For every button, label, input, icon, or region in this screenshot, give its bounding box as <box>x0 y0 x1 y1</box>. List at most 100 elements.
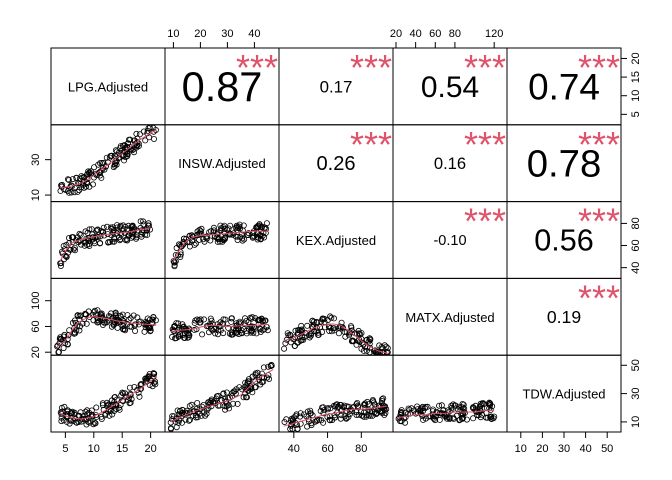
scatter-point <box>63 253 70 260</box>
scatter-point <box>445 414 452 421</box>
significance-stars-lpg-tdw: *** <box>578 47 620 88</box>
scatter-point <box>376 342 383 349</box>
tick-label-bottom-lpg: 10 <box>88 443 100 455</box>
scatter-point <box>208 325 215 332</box>
scatter-point <box>182 416 189 423</box>
tick-label-top-insw: 10 <box>167 28 179 40</box>
correlation-value-lpg-tdw: 0.74 <box>528 66 600 107</box>
smooth-curve-matx-vs-kex <box>283 323 389 354</box>
scatter-point <box>98 413 105 420</box>
scatter-point <box>314 416 321 423</box>
scatter-point <box>73 174 80 181</box>
scatter-point <box>262 229 269 236</box>
scatter-point <box>239 237 246 244</box>
scatter-point <box>126 384 133 391</box>
scatter-point <box>118 231 125 238</box>
scatter-point <box>254 317 261 324</box>
scatter-point <box>395 415 402 422</box>
scatter-point <box>448 402 455 409</box>
scatter-point <box>124 237 131 244</box>
scatter-point <box>234 400 241 407</box>
scatter-point <box>107 402 114 409</box>
scatter-point <box>245 378 252 385</box>
scatter-point <box>208 396 215 403</box>
scatter-tdw-vs-kex <box>281 395 390 432</box>
scatter-point <box>291 414 298 421</box>
scatter-point <box>260 364 267 371</box>
scatter-point <box>227 231 234 238</box>
scatter-point <box>127 392 134 399</box>
scatter-point <box>167 425 174 432</box>
scatter-point <box>211 325 218 332</box>
smooth-curve-tdw-vs-kex <box>283 405 387 427</box>
scatter-point <box>199 331 206 338</box>
scatter-point <box>82 228 89 235</box>
scatter-point <box>373 410 380 417</box>
tick-label-bottom-tdw: 20 <box>536 443 548 455</box>
scatter-point <box>140 218 147 225</box>
scatter-point <box>318 417 325 424</box>
scatter-point <box>120 390 127 397</box>
scatter-point <box>250 229 257 236</box>
scatter-point <box>69 176 76 183</box>
scatter-point <box>117 312 124 319</box>
scatter-point <box>249 314 256 321</box>
significance-stars-lpg-matx: *** <box>464 47 506 88</box>
scatter-point <box>343 415 350 422</box>
scatter-point <box>65 176 72 183</box>
scatter-point <box>85 418 92 425</box>
scatter-point <box>251 233 258 240</box>
scatter-point <box>205 329 212 336</box>
tick-label-right-tdw: 50 <box>630 359 642 371</box>
tick-label-bottom-kex: 40 <box>288 443 300 455</box>
tick-label-left-matx: 20 <box>30 346 42 358</box>
scatter-point <box>119 389 126 396</box>
scatter-point <box>186 239 193 246</box>
scatter-point <box>229 231 236 238</box>
scatter-point <box>359 412 366 419</box>
scatter-point <box>353 411 360 418</box>
scatter-point <box>491 413 498 420</box>
scatter-point <box>169 333 176 340</box>
scatter-point <box>363 347 370 354</box>
scatter-point <box>381 405 388 412</box>
scatter-point <box>217 327 224 334</box>
scatter-point <box>203 410 210 417</box>
scatter-point <box>436 416 443 423</box>
scatter-point <box>353 330 360 337</box>
scatter-point <box>450 414 457 421</box>
scatter-point <box>487 414 494 421</box>
scatter-point <box>131 383 138 390</box>
scatter-point <box>94 315 101 322</box>
significance-stars-matx-tdw: *** <box>578 277 620 318</box>
scatter-point <box>260 229 267 236</box>
scatter-point <box>470 415 477 422</box>
correlation-value-lpg-kex: 0.17 <box>320 77 353 96</box>
scatter-point <box>242 394 249 401</box>
scatter-point <box>250 329 257 336</box>
scatter-point <box>262 317 269 324</box>
tick-label-bottom-tdw: 10 <box>515 443 527 455</box>
scatter-point <box>71 325 78 332</box>
scatter-point <box>83 311 90 318</box>
significance-stars-insw-tdw: *** <box>578 124 620 165</box>
scatter-point <box>422 403 429 410</box>
scatter-point <box>296 333 303 340</box>
significance-stars-insw-kex: *** <box>350 124 392 165</box>
tick-label-left-matx: 60 <box>30 320 42 332</box>
scatter-point <box>60 242 67 249</box>
scatter-point <box>233 222 240 229</box>
scatter-point <box>112 309 119 316</box>
scatter-point <box>69 319 76 326</box>
scatter-point <box>92 420 99 427</box>
scatter-point <box>76 230 83 237</box>
scatter-point <box>294 425 301 432</box>
scatter-point <box>443 415 450 422</box>
tick-label-top-matx: 120 <box>485 28 503 40</box>
scatter-points <box>54 124 498 432</box>
scatter-point <box>121 157 128 164</box>
scatter-point <box>486 402 493 409</box>
scatter-point <box>346 407 353 414</box>
scatter-point <box>291 342 298 349</box>
tick-label-top-insw: 40 <box>248 28 260 40</box>
